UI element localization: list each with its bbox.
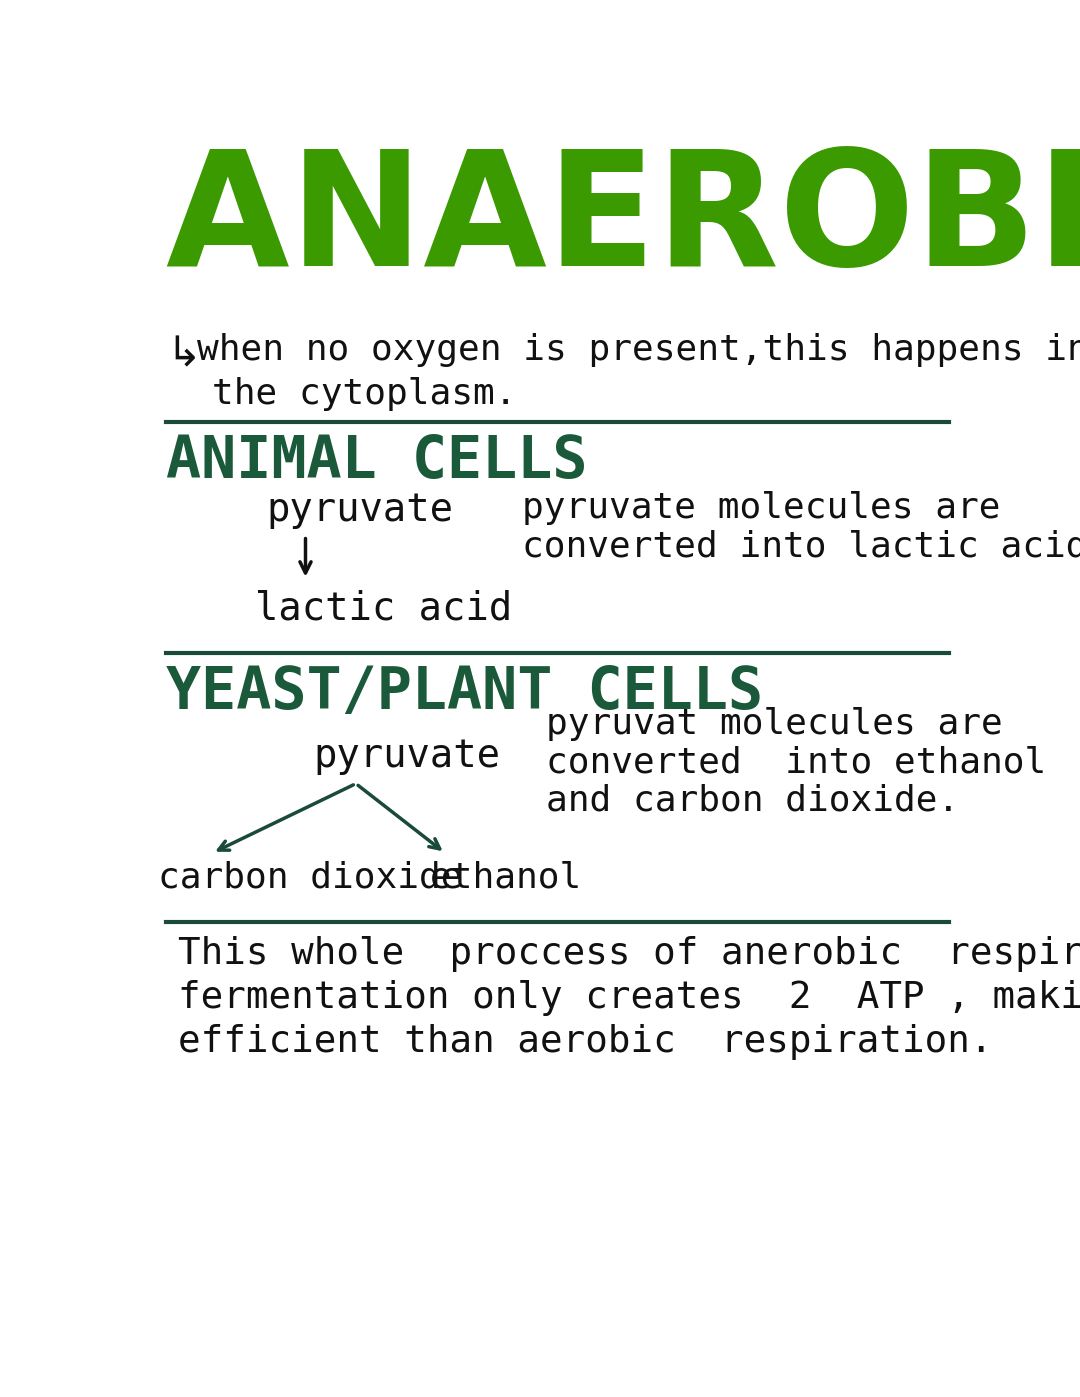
Text: pyruvate: pyruvate — [267, 490, 454, 529]
Text: converted  into ethanol: converted into ethanol — [545, 745, 1047, 780]
Text: fermentation only creates  2  ATP , making it less: fermentation only creates 2 ATP , making… — [177, 979, 1080, 1016]
Text: ↳: ↳ — [166, 334, 201, 376]
Text: lactic acid: lactic acid — [255, 590, 512, 627]
Text: efficient than aerobic  respiration.: efficient than aerobic respiration. — [177, 1024, 993, 1060]
Text: and carbon dioxide.: and carbon dioxide. — [545, 784, 959, 817]
Text: pyruvate molecules are: pyruvate molecules are — [523, 490, 1001, 525]
Text: ethanol: ethanol — [430, 861, 582, 894]
Text: This whole  proccess of anerobic  respiration/: This whole proccess of anerobic respirat… — [177, 936, 1080, 972]
Text: the cytoplasm.: the cytoplasm. — [213, 377, 517, 411]
Text: ANIMAL CELLS: ANIMAL CELLS — [166, 433, 588, 490]
Text: YEAST/PLANT CELLS: YEAST/PLANT CELLS — [166, 665, 764, 721]
Text: when no oxygen is present,this happens in: when no oxygen is present,this happens i… — [197, 334, 1080, 367]
Text: ANAEROBIC RESPIRATIO: ANAEROBIC RESPIRATIO — [166, 144, 1080, 299]
Text: pyruvat molecules are: pyruvat molecules are — [545, 707, 1002, 740]
Text: converted into lactic acid.: converted into lactic acid. — [523, 529, 1080, 563]
Text: carbon dioxide: carbon dioxide — [159, 861, 462, 894]
Text: pyruvate: pyruvate — [313, 738, 500, 775]
